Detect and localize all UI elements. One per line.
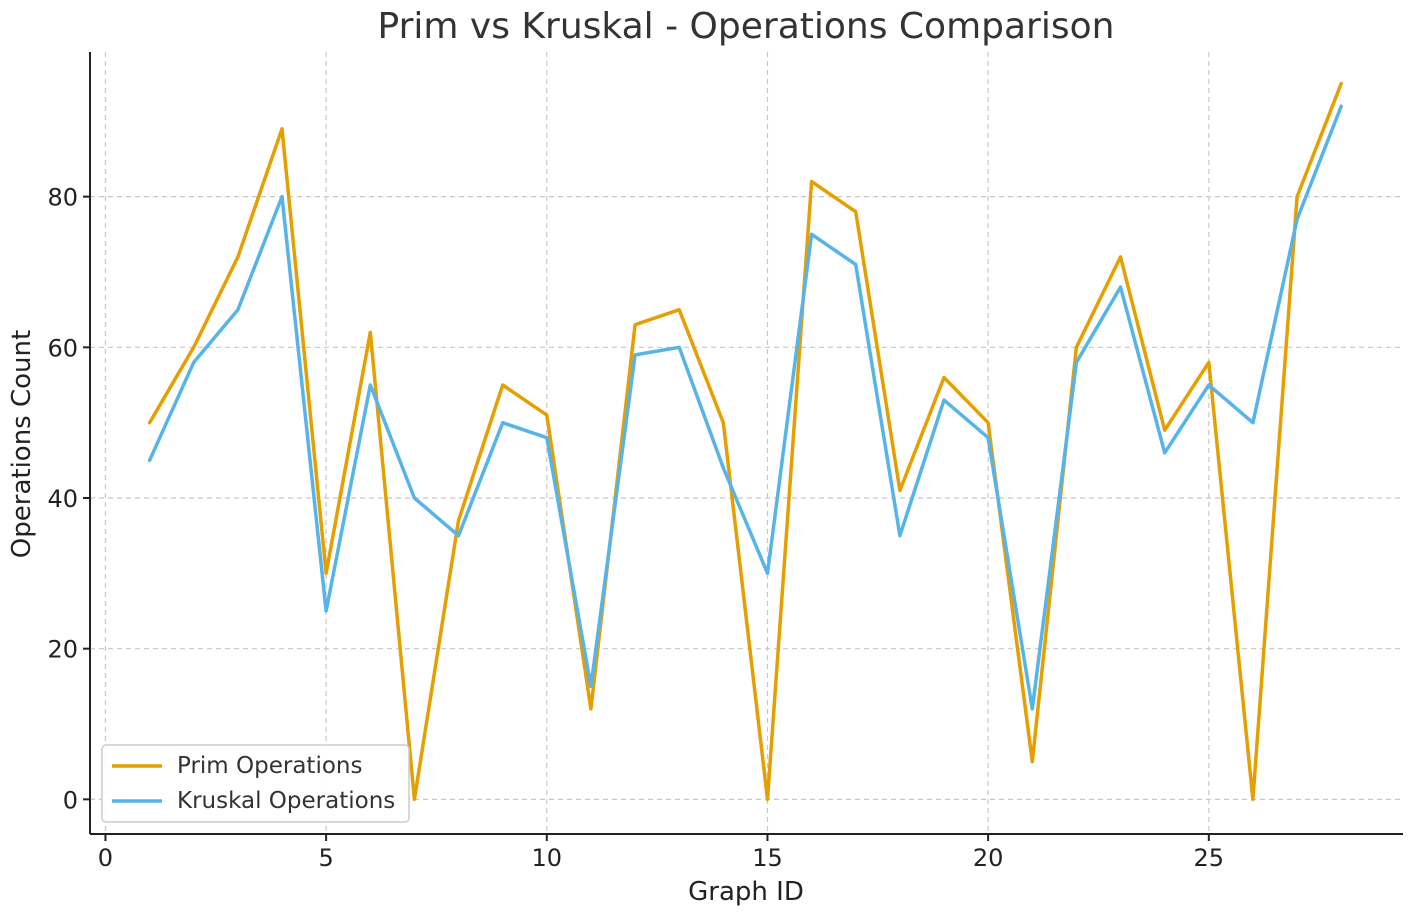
x-tick-label: 20 [973, 844, 1004, 872]
y-tick-label: 0 [63, 786, 78, 814]
series-lines [147, 81, 1343, 802]
x-axis-label: Graph ID [688, 877, 804, 907]
x-tick-label: 0 [98, 844, 113, 872]
legend-label-kruskal: Kruskal Operations [177, 788, 395, 814]
x-tick-label: 5 [318, 844, 333, 872]
tick-labels: 0 5 10 15 20 25 0 20 40 60 80 [47, 184, 1224, 872]
x-tick-label: 15 [752, 844, 783, 872]
legend-box [101, 744, 410, 823]
legend-label-prim: Prim Operations [177, 753, 362, 779]
x-tick-label: 25 [1194, 844, 1225, 872]
y-axis-label: Operations Count [7, 330, 37, 558]
y-tick-label: 60 [47, 334, 78, 362]
series-line-kruskal [147, 104, 1343, 711]
axes [89, 52, 1403, 835]
legend: Prim Operations Kruskal Operations [101, 744, 410, 823]
chart-title: Prim vs Kruskal - Operations Comparison [378, 6, 1115, 47]
y-tick-label: 40 [47, 485, 78, 513]
y-tick-label: 80 [47, 184, 78, 212]
x-tick-label: 10 [532, 844, 563, 872]
y-tick-label: 20 [47, 636, 78, 664]
series-line-prim [147, 81, 1343, 802]
